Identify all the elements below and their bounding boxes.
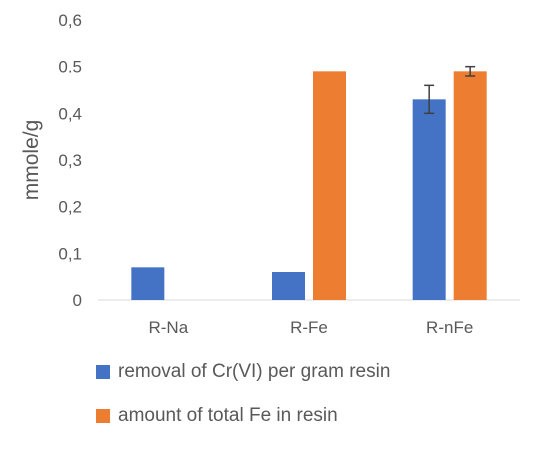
legend: removal of Cr(VI) per gram resin amount …: [96, 361, 391, 450]
x-tick-label: R-Na: [148, 318, 188, 337]
error-bar: [424, 84, 435, 115]
y-tick-label: 0,6: [58, 11, 82, 30]
x-tick-label: R-nFe: [426, 318, 473, 337]
bar-series-1: [412, 99, 446, 300]
legend-item-series-1: removal of Cr(VI) per gram resin: [96, 361, 391, 382]
error-bar: [465, 65, 476, 77]
x-tick-label: R-Fe: [290, 318, 328, 337]
legend-item-series-2: amount of total Fe in resin: [96, 405, 390, 426]
bar-series-1: [131, 267, 165, 300]
legend-label-series-1: removal of Cr(VI) per gram resin: [118, 361, 391, 382]
legend-label-series-2: amount of total Fe in resin: [118, 405, 338, 426]
y-tick-label: 0,2: [58, 198, 82, 217]
legend-swatch-series-1: [96, 365, 110, 379]
y-tick-label: 0: [73, 291, 82, 310]
y-tick-label: 0,1: [58, 244, 82, 263]
legend-swatch-series-2: [96, 409, 110, 423]
bar-series-1: [272, 272, 305, 300]
bar-series-2: [313, 71, 346, 300]
y-tick-label: 0,4: [58, 104, 82, 123]
bar-series-2: [453, 71, 487, 300]
y-tick-label: 0,3: [58, 151, 82, 170]
y-axis-label: mmole/g: [20, 120, 43, 201]
y-tick-label: 0.5: [58, 58, 82, 77]
